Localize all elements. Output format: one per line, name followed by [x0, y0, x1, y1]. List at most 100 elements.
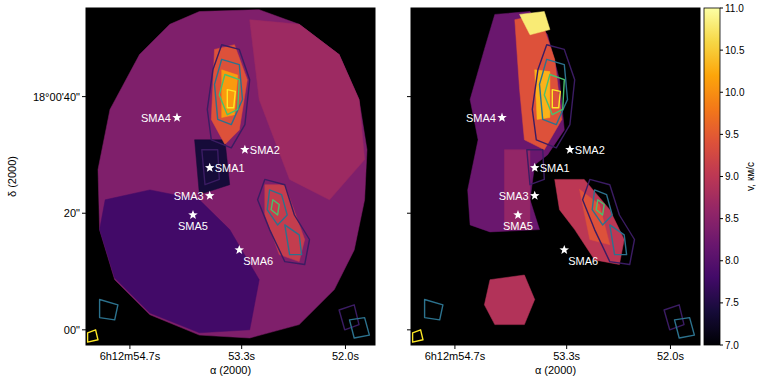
colorbar-tick-label: 7.5 — [725, 297, 739, 308]
source-marker — [172, 113, 182, 122]
source-marker — [205, 191, 215, 200]
velocity-region — [484, 275, 534, 325]
y-tick-label: 18°00'40" — [33, 91, 80, 103]
colorbar-tick-label: 9.0 — [725, 171, 739, 182]
plot-background — [86, 8, 375, 345]
source-marker — [565, 145, 575, 154]
contour — [675, 318, 695, 338]
colorbar-tick — [720, 260, 723, 261]
plot-background — [411, 8, 700, 345]
source-marker — [497, 113, 507, 122]
source-label: SMA6 — [243, 255, 273, 267]
contour — [227, 90, 235, 108]
velocity-region — [520, 12, 550, 35]
contour — [583, 179, 635, 264]
source-marker — [530, 191, 540, 200]
contour — [100, 300, 118, 320]
x-tick — [566, 345, 567, 349]
contour — [339, 305, 359, 330]
contour — [267, 190, 287, 225]
contour — [413, 330, 423, 342]
y-tick — [82, 213, 86, 214]
contour — [88, 330, 98, 342]
y-tick — [82, 329, 86, 330]
contour — [350, 318, 370, 338]
source-label: SMA3 — [499, 190, 529, 202]
plot-frame — [86, 8, 375, 345]
colorbar-tick-label: 10.0 — [725, 87, 745, 98]
colorbar-tick-label: 8.5 — [725, 213, 739, 224]
y-tick — [407, 96, 411, 97]
source-marker — [188, 210, 198, 219]
colorbar-tick-label: 9.5 — [725, 129, 739, 140]
source-marker — [560, 245, 570, 254]
colorbar-tick — [720, 50, 723, 51]
source-label: SMA6 — [568, 255, 598, 267]
x-tick — [345, 345, 346, 349]
contour — [540, 59, 568, 124]
velocity-region — [515, 14, 562, 149]
x-axis-label: α (2000) — [535, 364, 576, 376]
colorbar — [704, 8, 720, 345]
source-label: SMA3 — [174, 190, 204, 202]
contour — [610, 225, 627, 255]
colorbar-tick — [720, 345, 723, 346]
colorbar-tick — [720, 302, 723, 303]
x-tick-label: 6h12m54.7s — [425, 350, 486, 362]
contour — [425, 300, 443, 320]
figure: SMA4 SMA2 SMA1 SMA3 SMA5 SMA6 6h12m54.7s 53.3s 5… — [0, 0, 758, 379]
x-tick-label: 53.3s — [228, 350, 255, 362]
source-marker — [530, 163, 540, 172]
y-tick-label: 00" — [64, 324, 80, 336]
plot-frame — [411, 8, 700, 345]
source-label: SMA5 — [503, 220, 533, 232]
y-tick-label: 20" — [64, 207, 80, 219]
source-label: SMA1 — [540, 162, 570, 174]
contour — [664, 305, 684, 330]
x-tick — [129, 345, 130, 349]
source-label: SMA4 — [141, 112, 171, 124]
contour — [544, 75, 564, 115]
y-tick — [407, 329, 411, 330]
colorbar-tick — [720, 176, 723, 177]
x-axis-label: α (2000) — [210, 364, 251, 376]
source-label: SMA1 — [215, 162, 245, 174]
source-marker — [240, 145, 250, 154]
contour — [215, 59, 243, 124]
source-marker — [513, 210, 523, 219]
plot-area — [88, 10, 370, 342]
contour — [552, 90, 560, 108]
contour — [219, 75, 239, 115]
x-tick — [454, 345, 455, 349]
x-tick-label: 6h12m54.7s — [100, 350, 161, 362]
contour — [258, 179, 310, 264]
contour — [596, 200, 604, 215]
x-tick — [670, 345, 671, 349]
colorbar-tick — [720, 134, 723, 135]
contour — [207, 45, 249, 148]
plot-area — [413, 12, 695, 343]
contour — [532, 45, 574, 148]
source-marker — [205, 163, 215, 172]
y-tick — [407, 213, 411, 214]
colorbar-tick-label: 8.0 — [725, 255, 739, 266]
contour — [271, 200, 279, 215]
colorbar-tick — [720, 92, 723, 93]
colorbar-tick-label: 11.0 — [725, 3, 744, 14]
x-tick-label: 52.0s — [657, 350, 684, 362]
y-axis-label: δ (2000) — [6, 156, 18, 197]
source-label: SMA5 — [178, 220, 208, 232]
velocity-region — [250, 20, 365, 200]
x-tick-label: 53.3s — [553, 350, 580, 362]
colorbar-tick — [720, 218, 723, 219]
source-label: SMA2 — [575, 144, 605, 156]
source-marker — [235, 245, 245, 254]
contour — [592, 190, 612, 225]
colorbar-label: v, км/с — [745, 162, 756, 191]
velocity-region — [100, 190, 260, 333]
colorbar-tick — [720, 8, 723, 9]
colorbar-tick-label: 7.0 — [725, 340, 739, 351]
source-label: SMA2 — [250, 144, 280, 156]
velocity-region — [98, 10, 367, 338]
contour — [285, 225, 302, 255]
